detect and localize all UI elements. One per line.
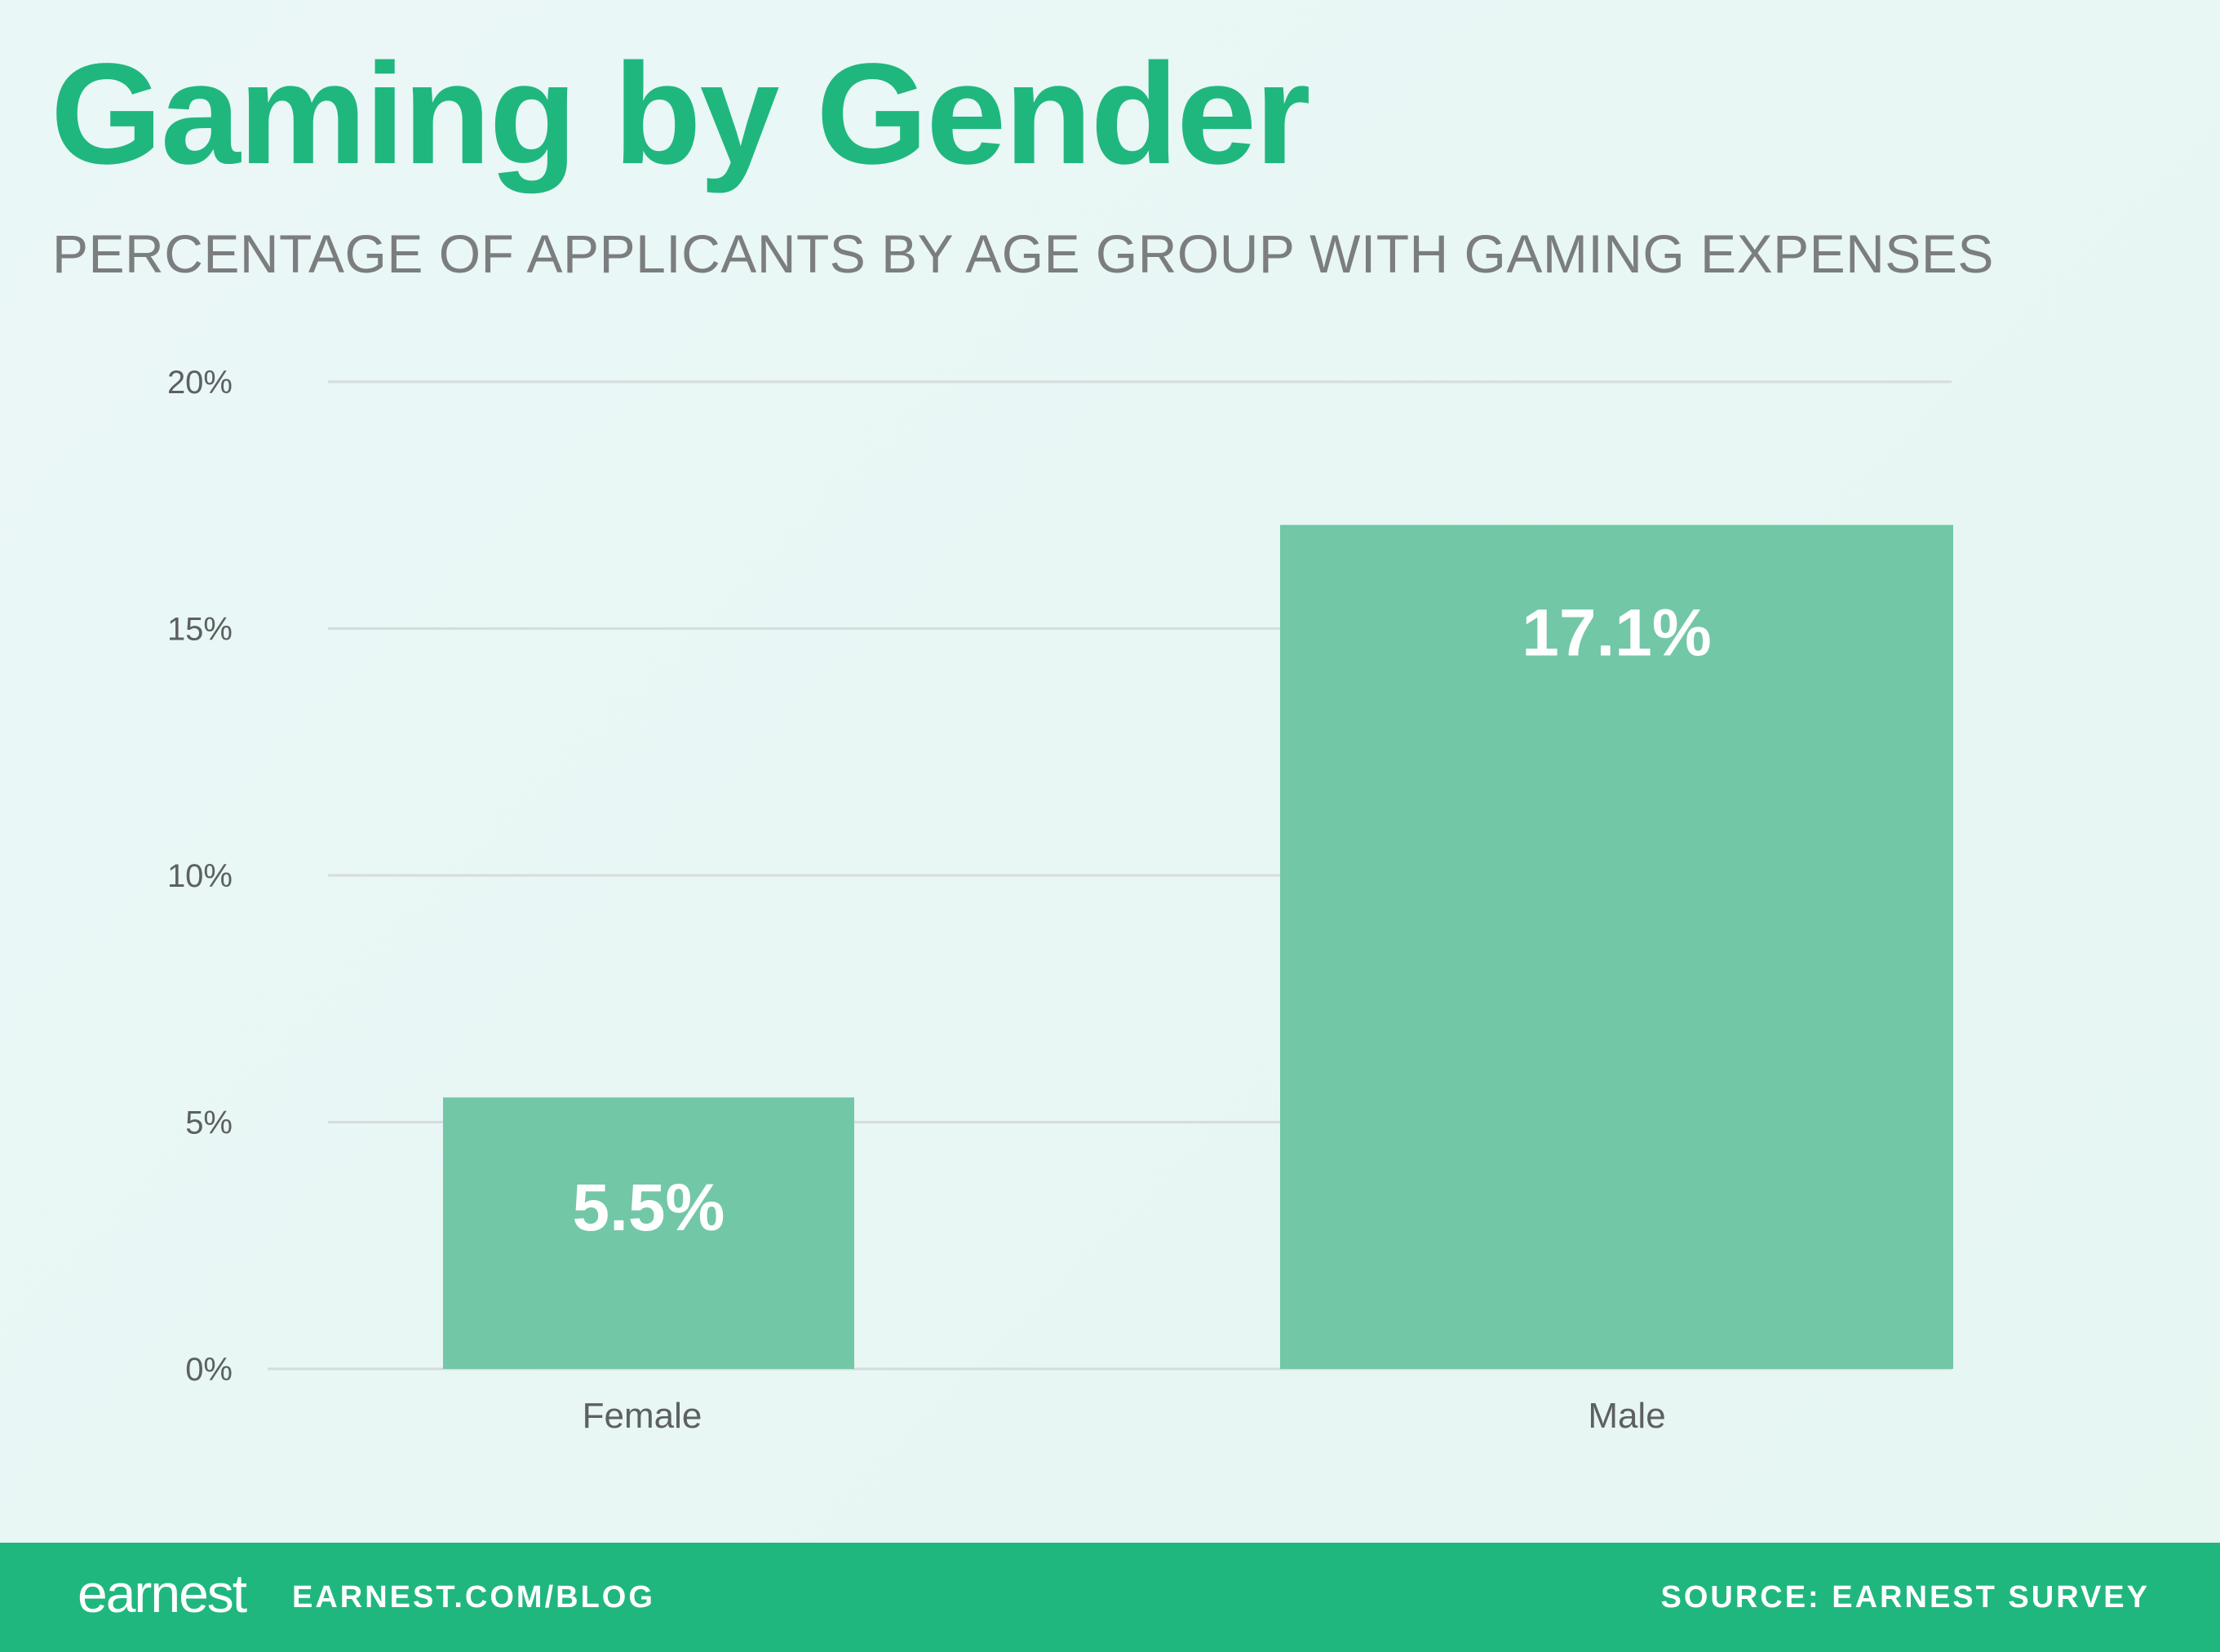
chart-subtitle: PERCENTAGE OF APPLICANTS BY AGE GROUP WI… bbox=[52, 224, 1994, 284]
y-tick-label: 10% bbox=[167, 858, 233, 894]
chart-title: Gaming by Gender bbox=[51, 34, 1311, 194]
category-label: Female bbox=[583, 1396, 702, 1436]
y-tick-label: 5% bbox=[185, 1105, 233, 1141]
bars bbox=[443, 525, 1953, 1370]
bar-chart: 0% 5% 10% 15% 20% 5.5% 17.1% Female Male bbox=[167, 365, 1953, 1436]
footer-bar: earnest EARNEST.COM/BLOG SOURCE: EARNEST… bbox=[0, 1543, 2220, 1652]
data-labels: 5.5% 17.1% bbox=[573, 596, 1712, 1245]
category-labels: Female Male bbox=[583, 1396, 1666, 1436]
y-tick-label: 15% bbox=[167, 612, 233, 648]
data-label: 17.1% bbox=[1522, 596, 1712, 670]
y-tick-labels: 0% 5% 10% 15% 20% bbox=[167, 365, 233, 1388]
bar-male bbox=[1280, 525, 1953, 1370]
blog-link[interactable]: EARNEST.COM/BLOG bbox=[292, 1580, 655, 1614]
bar-female bbox=[443, 1097, 854, 1369]
source-text: SOURCE: EARNEST SURVEY bbox=[1660, 1580, 2150, 1614]
category-label: Male bbox=[1588, 1396, 1665, 1436]
earnest-logo: earnest bbox=[78, 1563, 247, 1623]
y-tick-label: 0% bbox=[185, 1352, 233, 1388]
data-label: 5.5% bbox=[573, 1171, 725, 1245]
y-tick-label: 20% bbox=[167, 365, 233, 401]
